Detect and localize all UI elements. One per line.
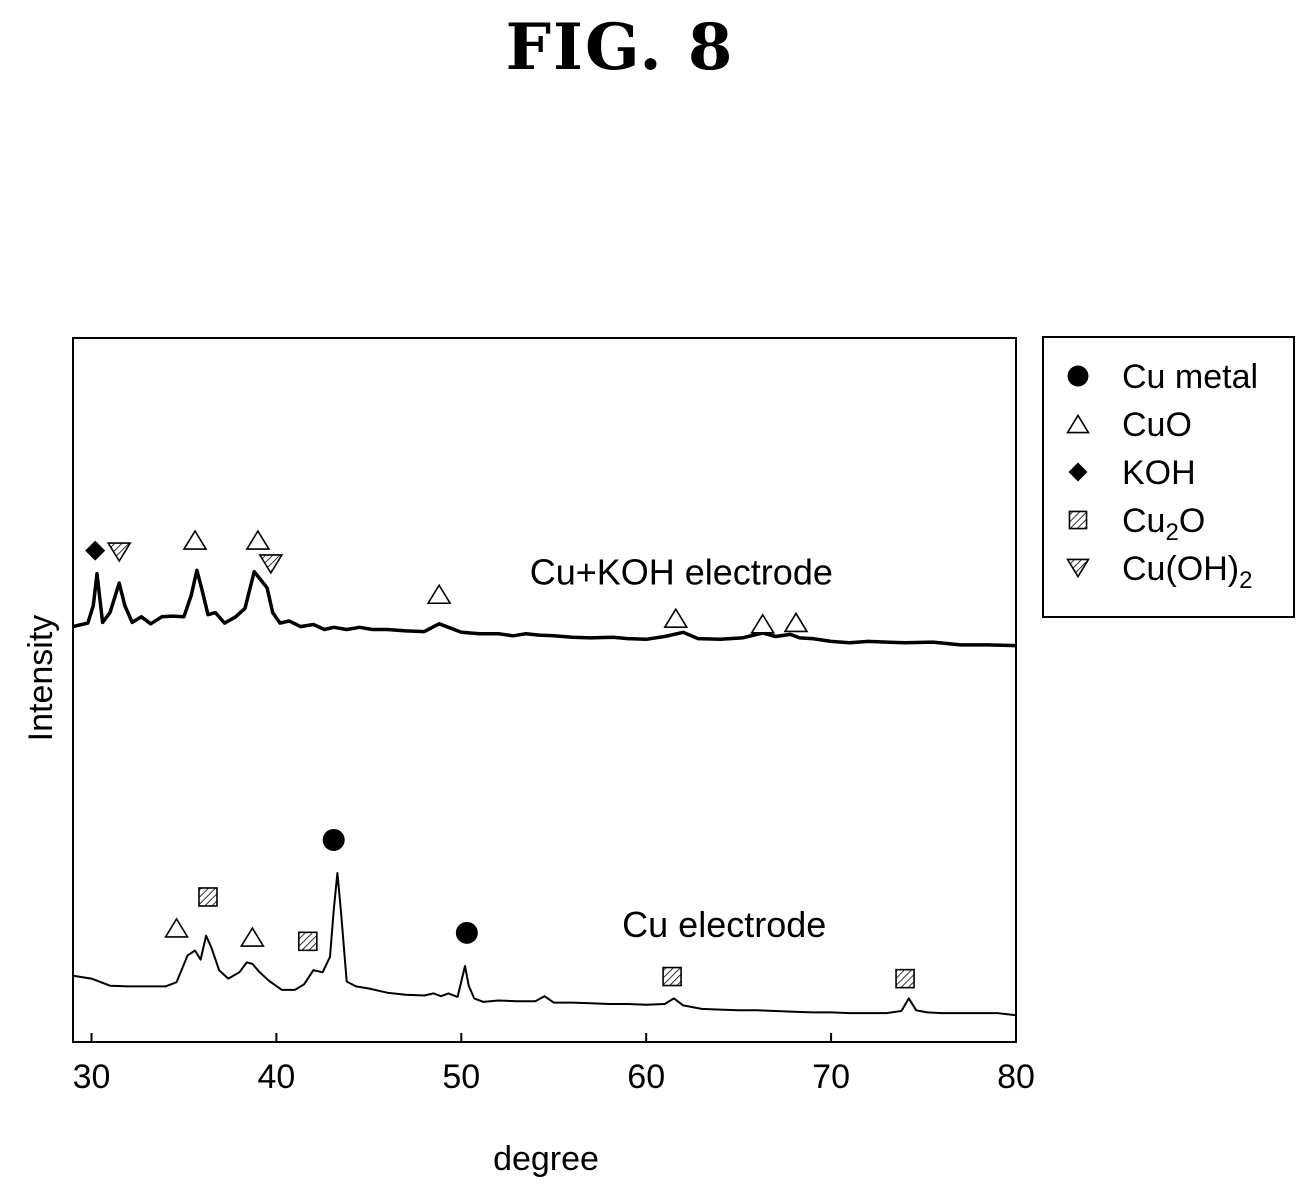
curve-label-1: Cu electrode [622,904,826,945]
plot-frame [72,337,1017,1043]
annotation-layer: Cu+KOH electrode Cu electrode [530,551,833,945]
peak-marker-triangle-down-1 [106,542,132,563]
curve-label-0: Cu+KOH electrode [530,551,833,592]
legend-entry-1: CuO [1122,406,1192,444]
peak-marker-triangle-up-7 [750,613,776,634]
peak-marker-triangle-up-2 [182,529,208,550]
legend-marker-hatched-square [1068,510,1088,530]
x-tick-label-40: 40 [257,1058,295,1096]
peak-marker-triangle-up-6 [663,607,689,628]
peak-marker-hatched-square-13 [298,931,318,952]
legend-entry-4: Cu(OH)2 [1122,550,1252,594]
x-tick-label-60: 60 [627,1058,665,1096]
x-tick-label-30: 30 [73,1058,111,1096]
figure-title: FIG. 8 [505,10,735,85]
series-layer [72,568,1017,1017]
peak-marker-circle-9 [322,828,345,851]
peak-marker-circle-14 [455,921,478,944]
legend-entry-0: Cu metal [1122,358,1258,396]
x-axis-ticks: 30 40 50 60 70 80 [73,1033,1035,1096]
peak-marker-hatched-square-15 [662,966,682,987]
peak-marker-triangle-up-3 [245,529,271,550]
legend-marker-triangle-down [1066,558,1090,579]
peak-marker-triangle-up-12 [239,926,265,947]
legend-marker-circle [1067,365,1089,387]
x-axis-label: degree [493,1140,599,1178]
x-tick-label-80: 80 [997,1058,1035,1096]
series-line-cu-electrode [72,872,1017,1017]
peak-marker-diamond-0 [85,540,106,561]
peak-marker-triangle-up-11 [164,917,189,938]
legend-entry-2: KOH [1122,454,1196,492]
series-line-cu-koh-electrode [72,568,1017,648]
peak-marker-triangle-down-4 [258,554,284,575]
peak-marker-hatched-square-16 [895,968,915,989]
x-tick-label-70: 70 [812,1058,850,1096]
peak-marker-hatched-square-10 [198,887,218,907]
legend-entry-3: Cu2O [1122,502,1205,546]
x-tick-label-50: 50 [442,1058,480,1096]
legend-marker-triangle-up [1066,413,1090,434]
y-axis-label: Intensity [22,615,60,742]
peak-marker-layer [85,529,915,989]
peak-marker-triangle-up-8 [783,611,809,633]
legend-marker-diamond [1068,462,1088,482]
peak-marker-triangle-up-5 [426,583,452,605]
